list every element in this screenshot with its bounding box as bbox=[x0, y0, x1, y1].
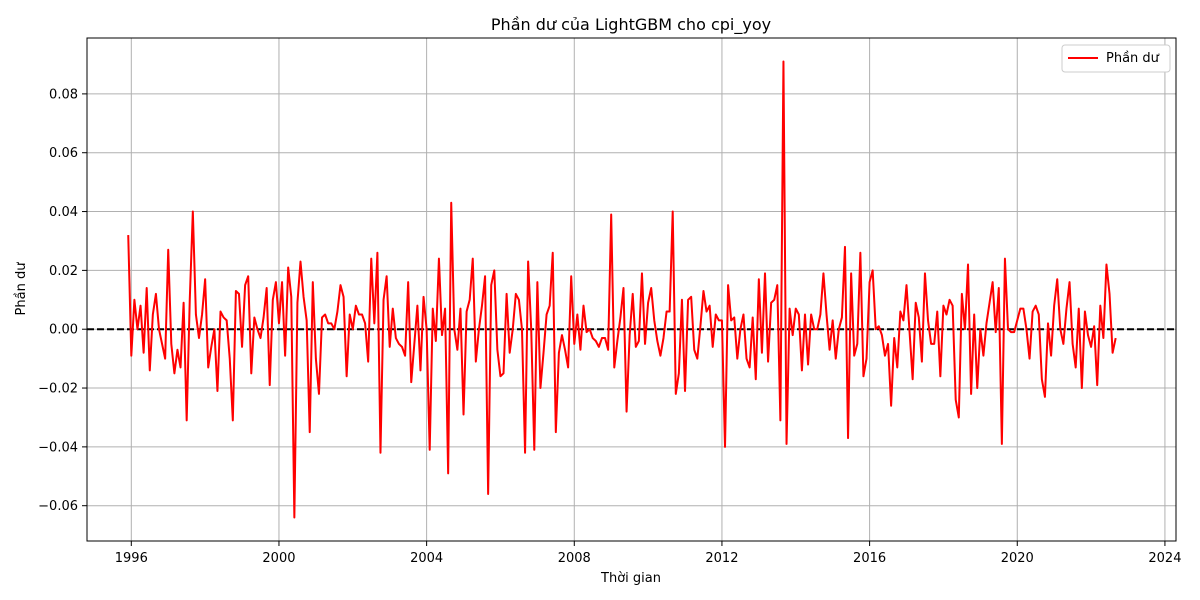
x-tick-label: 2024 bbox=[1148, 551, 1181, 566]
grid bbox=[87, 38, 1176, 541]
legend-label: Phần dư bbox=[1106, 51, 1160, 66]
y-tick-label: 0.00 bbox=[49, 323, 78, 338]
residual-series-line bbox=[127, 60, 1117, 519]
y-tick-label: 0.08 bbox=[49, 87, 78, 102]
x-tick-label: 2004 bbox=[410, 551, 443, 566]
y-axis-label: Phần dư bbox=[14, 262, 29, 316]
chart-title: Phần dư của LightGBM cho cpi_yoy bbox=[491, 15, 771, 35]
y-axis: −0.06 −0.04 −0.02 0.00 0.02 0.04 0.06 0.08 bbox=[38, 87, 87, 514]
x-axis-label: Thời gian bbox=[600, 571, 661, 586]
x-tick-label: 2012 bbox=[705, 551, 738, 566]
y-tick-label: −0.04 bbox=[38, 440, 78, 455]
y-tick-label: 0.06 bbox=[49, 146, 78, 161]
x-tick-label: 2000 bbox=[262, 551, 295, 566]
x-tick-label: 2020 bbox=[1001, 551, 1034, 566]
x-axis: 1996 2000 2004 2008 2012 2016 2020 2024 bbox=[115, 541, 1181, 566]
y-tick-label: −0.06 bbox=[38, 499, 78, 514]
y-tick-label: 0.02 bbox=[49, 264, 78, 279]
legend-box bbox=[1061, 44, 1171, 73]
x-tick-label: 2008 bbox=[558, 551, 591, 566]
legend: Phần dư bbox=[1061, 44, 1171, 73]
y-tick-label: −0.02 bbox=[38, 382, 78, 397]
plot-frame bbox=[86, 37, 1177, 542]
y-tick-label: 0.04 bbox=[49, 205, 78, 220]
x-tick-label: 2016 bbox=[853, 551, 886, 566]
x-tick-label: 1996 bbox=[115, 551, 148, 566]
